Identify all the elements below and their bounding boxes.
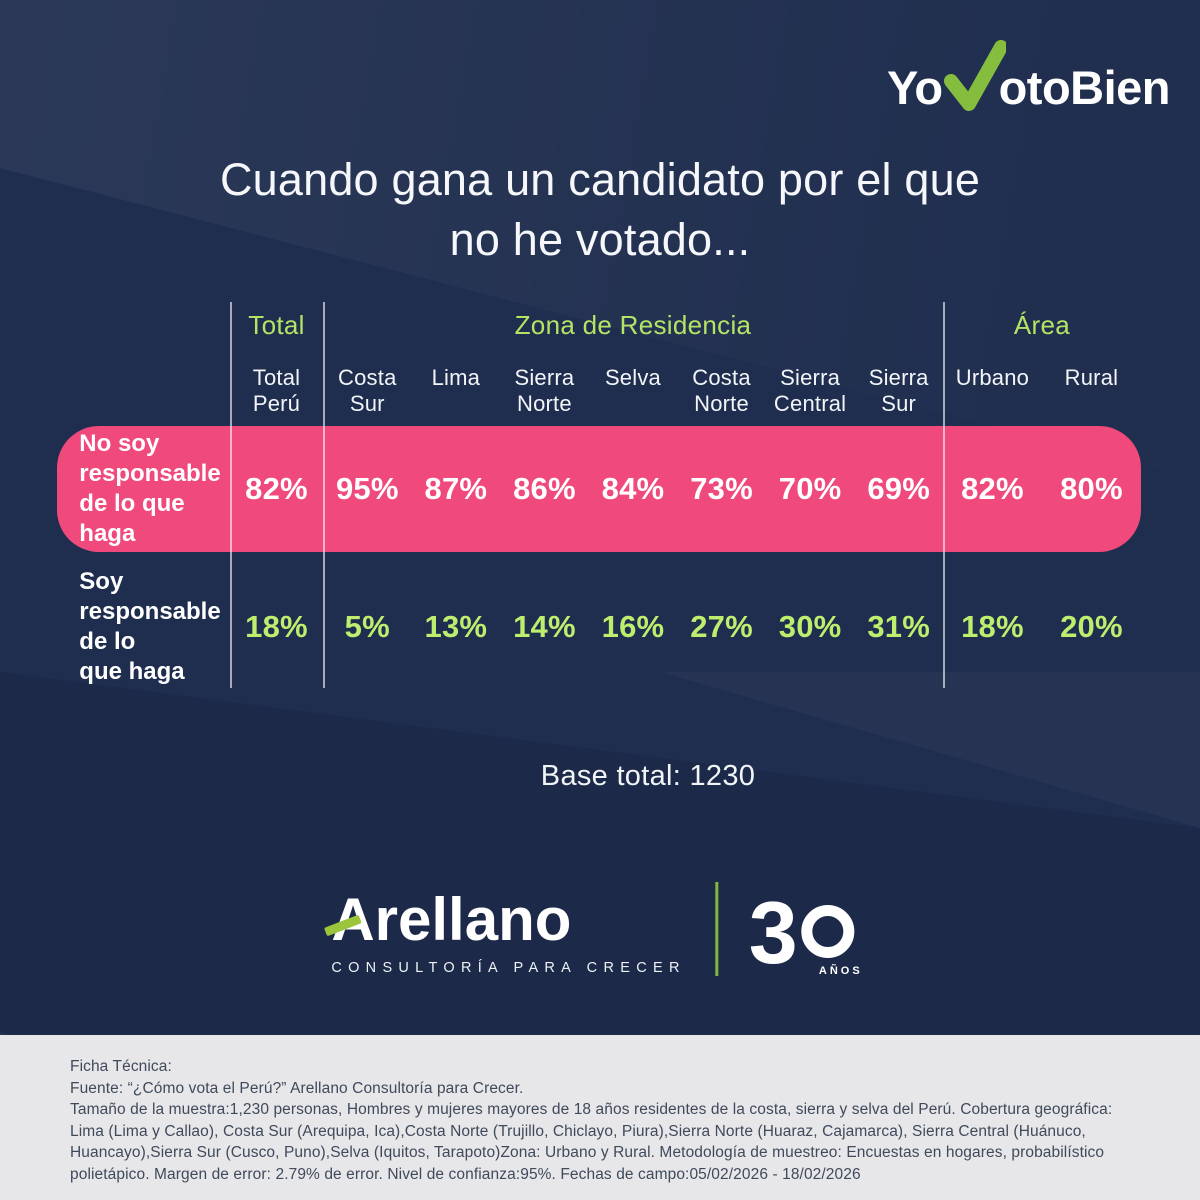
value-cell: 84% (601, 471, 665, 506)
arellano-logo: Arellano CONSULTORÍA PARA CRECER 3 AÑOS (323, 882, 869, 984)
value-cell: 30% (778, 609, 842, 644)
value-cell: 5% (344, 609, 390, 644)
column-header-selva: Selva (604, 365, 661, 390)
value-cell: 13% (424, 609, 488, 644)
column-header-sierra-central: Sierra Central (773, 365, 847, 417)
arellano-wordmark: Arellano (323, 890, 685, 950)
column-header-costa-sur: Costa Sur (338, 365, 397, 417)
value-cell: 14% (513, 609, 576, 644)
logo-text-otobien: otoBien (998, 61, 1171, 114)
anos-label: AÑOS (818, 965, 863, 978)
value-cell: 31% (867, 609, 930, 644)
checkmark-icon (943, 40, 1006, 111)
logo-divider (715, 882, 719, 976)
ficha-line: Lima (Lima y Callao), Costa Sur (Arequip… (70, 1122, 1086, 1140)
column-header-sierra-sur: Sierra Sur (868, 365, 929, 417)
group-header-total: Total (248, 310, 305, 340)
group-header-area: Área (1013, 310, 1070, 340)
value-cell: 70% (778, 471, 842, 506)
value-cell: 82% (961, 471, 1024, 506)
column-header-urbano: Urbano (955, 365, 1030, 390)
column-header-total-peru: Total Perú (252, 365, 301, 417)
zero-ring-icon (801, 904, 855, 958)
value-cell: 18% (961, 609, 1024, 644)
yovotobien-logo: Yo otoBien (887, 40, 1171, 114)
table-divider (323, 302, 325, 688)
group-header-zona: Zona de Residencia (514, 310, 752, 340)
arellano-tagline: CONSULTORÍA PARA CRECER (331, 960, 686, 976)
value-cell: 16% (601, 609, 665, 644)
ficha-line: polietápico. Margen de error: 2.79% de e… (70, 1165, 861, 1183)
green-slash-icon (323, 914, 362, 937)
value-cell: 87% (424, 471, 488, 506)
ficha-line: Huancayo),Sierra Sur (Cusco, Puno),Selva… (70, 1144, 1105, 1161)
value-cell: 82% (245, 471, 308, 506)
value-cell: 69% (867, 471, 930, 506)
value-cell: 20% (1060, 609, 1123, 644)
column-header-costa-norte: Costa Norte (692, 365, 751, 417)
value-cell: 27% (690, 609, 753, 644)
digit-three: 3 (748, 882, 798, 982)
column-header-sierra-norte: Sierra Norte (514, 365, 575, 417)
ficha-line: Fuente: “¿Cómo vota el Perú?” Arellano C… (70, 1079, 524, 1097)
results-table: Total Zona de Residencia Área Total Perú… (57, 300, 1141, 690)
ficha-tecnica-footer: Ficha Técnica: Fuente: “¿Cómo vota el Pe… (0, 1035, 1200, 1200)
arellano-rest: rellano (374, 886, 572, 953)
page-title: Cuando gana un candidato por el que no h… (219, 154, 981, 265)
value-cell: 95% (335, 471, 399, 506)
row-highlight-band (57, 426, 1141, 552)
logo-text-yo: Yo (887, 61, 943, 114)
row-label-soy-responsable: Soy responsable de lo que haga (79, 568, 221, 685)
table-divider (230, 302, 232, 688)
row-label-no-soy-responsable: No soy responsable de lo que haga (79, 430, 221, 547)
value-cell: 73% (690, 471, 753, 506)
thirty-years-mark: 3 AÑOS (748, 882, 869, 982)
ficha-line: Tamaño de la muestra:1,230 personas, Hom… (70, 1101, 1113, 1118)
ficha-line: Ficha Técnica: (70, 1058, 172, 1075)
column-header-lima: Lima (431, 365, 481, 390)
table-divider (943, 302, 945, 688)
base-total-note: Base total: 1230 (540, 760, 756, 792)
value-cell: 18% (245, 609, 308, 644)
value-cell: 86% (513, 471, 576, 506)
column-header-rural: Rural (1064, 365, 1119, 390)
value-cell: 80% (1060, 471, 1123, 506)
